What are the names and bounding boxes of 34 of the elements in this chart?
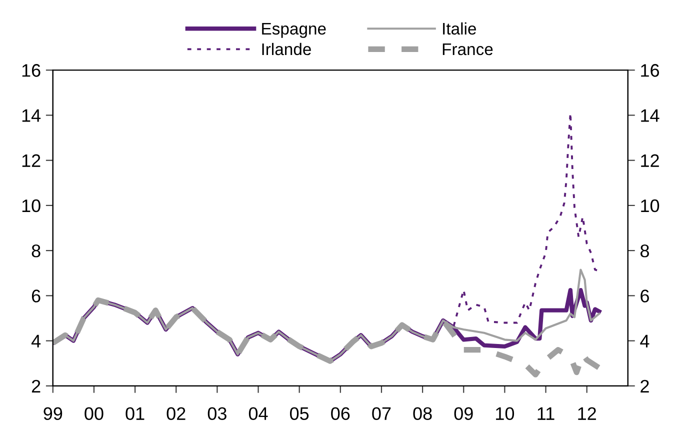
x-tick-label: 05 — [290, 407, 309, 420]
x-tick-label: 09 — [454, 407, 473, 420]
x-tick-label: 06 — [331, 407, 350, 420]
y-tick-label: 8 — [32, 244, 40, 258]
legend-label: Irlande — [262, 42, 311, 56]
y-tick-label: 10 — [22, 199, 40, 212]
legend-label: France — [442, 44, 493, 56]
y-tick-label: 12 — [22, 154, 40, 167]
y2-tick-label: 8 — [640, 244, 649, 258]
y-tick-label: 14 — [22, 109, 41, 122]
y-tick-label: 4 — [31, 334, 41, 348]
x-tick-label: 12 — [578, 407, 596, 420]
x-tick-label: 04 — [248, 407, 268, 420]
y2-tick-label: 16 — [641, 64, 660, 77]
y2-tick-label: 6 — [640, 290, 649, 302]
legend-label: Espagne — [262, 22, 326, 38]
y-tick-label: 6 — [32, 290, 40, 302]
x-tick-label: 00 — [84, 407, 104, 420]
y2-tick-label: 12 — [641, 154, 659, 167]
x-tick-label: 10 — [496, 407, 514, 420]
x-tick-label: 11 — [538, 407, 554, 420]
x-tick-label: 01 — [126, 407, 144, 420]
x-tick-label: 02 — [166, 407, 186, 420]
y-tick-label: 16 — [22, 64, 40, 77]
x-tick-label: 08 — [413, 407, 432, 420]
y2-tick-label: 2 — [640, 380, 649, 392]
legend-label: Italie — [443, 22, 476, 35]
y2-tick-label: 4 — [640, 334, 650, 348]
x-tick-label: 07 — [372, 407, 391, 420]
y2-tick-label: 10 — [641, 199, 660, 212]
x-tick-label: 99 — [44, 407, 62, 420]
y-tick-label: 2 — [32, 380, 40, 392]
x-tick-label: 03 — [208, 407, 226, 420]
y2-tick-label: 14 — [641, 109, 660, 122]
